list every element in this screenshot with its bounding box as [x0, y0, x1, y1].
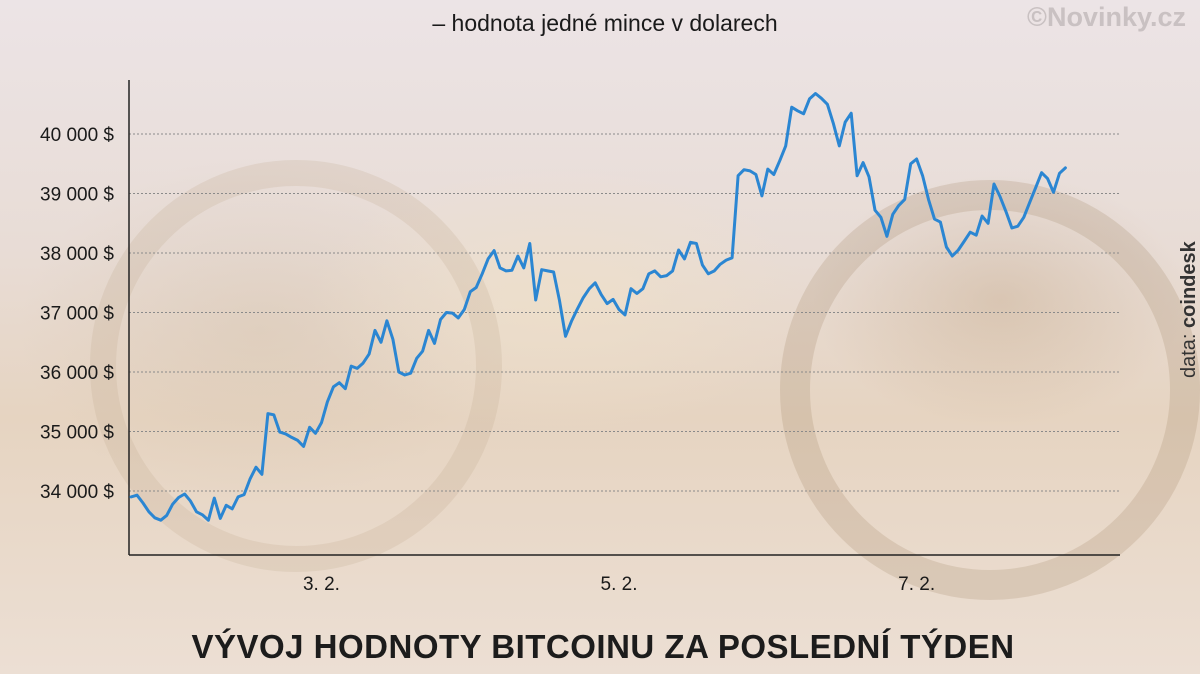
series-line — [129, 92, 1067, 522]
source-prefix: data: — [1178, 327, 1200, 378]
chart-title: VÝVOJ HODNOTY BITCOINU ZA POSLEDNÍ TÝDEN — [191, 628, 1015, 665]
y-tick-label: 39 000 $ — [40, 185, 114, 206]
y-tick-label: 40 000 $ — [40, 125, 114, 146]
y-tick-label: 34 000 $ — [40, 482, 114, 503]
x-tick-label: 3. 2. — [303, 574, 340, 595]
novinky-watermark: ©Novinky.cz — [1027, 2, 1186, 32]
y-tick-label: 35 000 $ — [40, 423, 114, 444]
y-tick-label: 36 000 $ — [40, 363, 114, 384]
x-tick-label: 5. 2. — [601, 574, 638, 595]
data-source-label: data: coindesk — [1178, 241, 1200, 378]
y-tick-label: 37 000 $ — [40, 304, 114, 325]
y-tick-label: 38 000 $ — [40, 244, 114, 265]
x-tick-label: 7. 2. — [898, 574, 935, 595]
source-name: coindesk — [1178, 241, 1200, 328]
chart-subtitle: – hodnota jedné mince v dolarech — [432, 10, 778, 36]
